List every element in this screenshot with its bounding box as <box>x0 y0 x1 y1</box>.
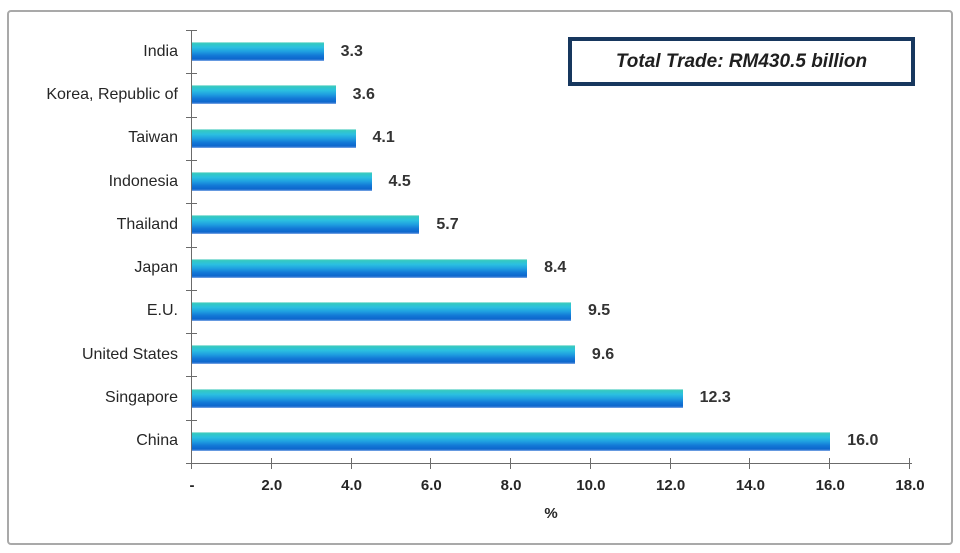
value-label: 16.0 <box>847 432 879 450</box>
category-label: Japan <box>134 259 178 277</box>
bar <box>192 172 372 192</box>
total-trade-annotation: Total Trade: RM430.5 billion <box>568 37 915 86</box>
x-axis-tick-label: 16.0 <box>815 477 845 494</box>
bar <box>192 42 324 62</box>
value-label: 4.5 <box>388 172 411 190</box>
value-label: 8.4 <box>544 259 567 277</box>
x-axis-tick-label: 8.0 <box>500 477 522 494</box>
category-label: Thailand <box>116 215 178 233</box>
value-label: 5.7 <box>436 215 459 233</box>
bar <box>192 85 336 105</box>
category-label: Korea, Republic of <box>46 85 178 103</box>
x-axis-line <box>191 463 912 464</box>
x-axis-tick-label: 4.0 <box>341 477 362 494</box>
y-axis-tick <box>186 73 197 75</box>
x-axis-tick <box>270 458 272 469</box>
x-axis-tick <box>829 458 831 469</box>
y-axis-tick <box>186 159 197 161</box>
category-label: Singapore <box>105 389 178 407</box>
value-label: 4.1 <box>372 129 395 147</box>
annotation-text: Total Trade: RM430.5 billion <box>615 50 868 72</box>
bar <box>192 388 683 408</box>
category-label: Indonesia <box>108 172 178 190</box>
category-label: United States <box>81 345 178 363</box>
y-axis-tick <box>186 419 197 421</box>
x-axis-tick-label: 12.0 <box>656 477 686 494</box>
x-axis-title: % <box>544 505 558 522</box>
bar <box>192 215 420 235</box>
x-axis-tick <box>589 458 591 469</box>
x-axis-tick-label: 14.0 <box>735 477 766 494</box>
y-axis-tick <box>186 30 197 31</box>
x-axis-tick <box>669 458 671 469</box>
y-axis-tick <box>186 376 197 378</box>
x-axis-tick <box>510 458 512 469</box>
category-label: Taiwan <box>128 129 178 147</box>
y-axis-tick <box>186 203 197 205</box>
y-axis-tick <box>186 289 197 291</box>
x-axis-tick-label: 18.0 <box>895 477 925 494</box>
x-axis-tick-label: - <box>189 477 195 494</box>
y-axis-tick <box>186 246 197 248</box>
x-axis-tick-label: 6.0 <box>420 477 442 494</box>
value-label: 3.3 <box>340 42 363 60</box>
x-axis-tick <box>909 458 910 469</box>
category-label: China <box>136 432 178 450</box>
value-label: 12.3 <box>699 389 731 407</box>
x-axis-tick-label: 10.0 <box>576 477 606 494</box>
value-label: 9.5 <box>587 302 611 320</box>
category-label: E.U. <box>146 302 178 320</box>
value-label: 3.6 <box>352 85 375 103</box>
y-axis-tick <box>186 116 197 118</box>
x-axis-tick <box>749 458 751 469</box>
bar <box>192 258 528 278</box>
x-axis-tick <box>191 458 192 469</box>
x-axis-tick <box>350 458 352 469</box>
bar <box>192 128 356 148</box>
bar <box>192 345 575 365</box>
category-label: India <box>143 42 178 60</box>
bar <box>192 301 571 321</box>
value-label: 9.6 <box>591 345 615 363</box>
x-axis-tick-label: 2.0 <box>261 477 283 494</box>
y-axis-tick <box>186 333 197 335</box>
x-axis-tick <box>430 458 432 469</box>
bar <box>192 431 831 451</box>
